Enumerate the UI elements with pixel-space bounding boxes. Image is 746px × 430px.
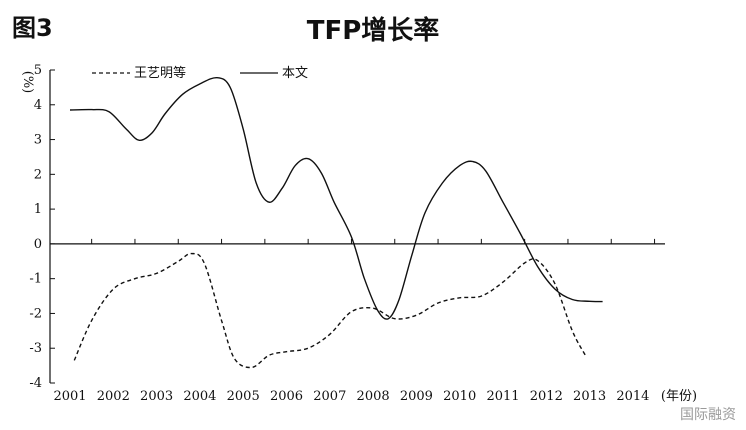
series-line-wang <box>73 252 586 369</box>
chart-series <box>69 76 603 369</box>
chart-title: TFP增长率 <box>306 16 440 46</box>
chart-legend: 王艺明等 本文 <box>92 65 308 81</box>
x-tick-label: 2011 <box>486 389 519 404</box>
x-tick-label: 2005 <box>227 389 260 404</box>
chart-ticks: 5 4 3 2 1 0 -1 -2 -3 -4 2001 2002 2003 2004 2005 2006 20… <box>29 63 697 404</box>
legend-label: 本文 <box>282 66 308 81</box>
y-axis-label: (%) <box>20 71 35 94</box>
y-tick-label: 4 <box>34 98 42 113</box>
x-tick-label: 2004 <box>183 389 216 404</box>
x-tick-label: 2012 <box>530 389 563 404</box>
chart-axes <box>49 70 665 383</box>
x-tick-label: 2006 <box>270 389 303 404</box>
x-axis-label: (年份) <box>661 389 697 404</box>
x-tick-label: 2001 <box>53 389 86 404</box>
y-tick-label: 5 <box>34 63 42 78</box>
y-tick-label: 3 <box>34 133 42 148</box>
y-tick-label: 2 <box>34 167 42 182</box>
x-tick-label: 2007 <box>313 389 346 404</box>
y-tick-label: -2 <box>29 306 42 321</box>
legend-label: 王艺明等 <box>134 65 186 81</box>
y-tick-label: -1 <box>29 272 42 287</box>
x-tick-label: 2009 <box>400 389 433 404</box>
x-tick-label: 2008 <box>357 389 390 404</box>
y-tick-label: 1 <box>34 202 42 217</box>
x-tick-label: 2013 <box>573 389 606 404</box>
watermark: 国际融资 <box>680 407 736 423</box>
x-tick-label: 2003 <box>140 389 173 404</box>
series-line-this-paper <box>69 76 603 320</box>
x-tick-label: 2010 <box>443 389 476 404</box>
y-tick-label: -4 <box>29 376 42 391</box>
y-tick-label: -3 <box>29 341 42 356</box>
y-tick-label: 0 <box>34 237 42 252</box>
figure-label: 图3 <box>12 14 53 42</box>
x-tick-label: 2002 <box>97 389 130 404</box>
x-tick-label: 2014 <box>616 389 649 404</box>
